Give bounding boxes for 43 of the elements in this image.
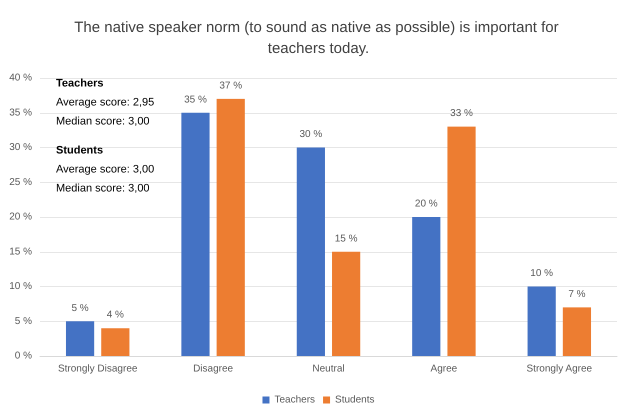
y-tick-label: 5 % [14, 316, 32, 327]
data-label: 37 % [219, 80, 242, 92]
data-label: 10 % [530, 268, 554, 279]
bar [181, 112, 210, 356]
x-tick-label: Strongly Agree [526, 364, 593, 374]
bar [101, 328, 130, 356]
y-tick-label: 20 % [9, 212, 32, 222]
data-label: 33 % [450, 108, 474, 120]
x-tick-label: Strongly Disagree [58, 364, 138, 374]
y-tick-label: 10 % [9, 281, 32, 292]
bar [216, 98, 245, 356]
data-label: 15 % [334, 233, 358, 244]
annotation: Average score: 3,00 [56, 164, 154, 176]
annotation: Teachers [56, 78, 104, 90]
y-tick-label: 40 % [9, 72, 32, 84]
data-label: 30 % [299, 129, 322, 140]
annotation: Median score: 3,00 [56, 182, 150, 194]
data-label: 20 % [414, 198, 438, 210]
bar [447, 126, 476, 356]
annotation: Average score: 2,95 [56, 96, 154, 108]
x-tick-label: Agree [430, 364, 458, 374]
annotation: Students [56, 144, 104, 156]
legend-label: Teachers [274, 394, 316, 406]
bar [562, 307, 592, 356]
x-tick-label: Neutral [312, 364, 345, 374]
x-tick-label: Disagree [193, 364, 234, 374]
data-label: 35 % [184, 94, 207, 106]
annotation: Median score: 3,00 [56, 116, 150, 128]
y-tick-label: 0 % [14, 350, 32, 362]
data-label: 4 % [106, 310, 124, 321]
bar [412, 217, 440, 356]
legend-label: Students [335, 394, 375, 406]
bar [332, 252, 360, 356]
bar [528, 286, 556, 356]
bar [296, 148, 325, 356]
y-tick-label: 25 % [9, 176, 32, 188]
bar [66, 321, 94, 356]
y-tick-label: 35 % [9, 107, 32, 118]
data-label: 7 % [568, 288, 586, 300]
data-label: 5 % [71, 302, 89, 314]
y-tick-label: 15 % [9, 246, 32, 258]
chart-title: The native speaker norm (to sound as native as possible) is important for teachers today. [74, 19, 563, 57]
y-tick-label: 30 % [9, 142, 32, 153]
